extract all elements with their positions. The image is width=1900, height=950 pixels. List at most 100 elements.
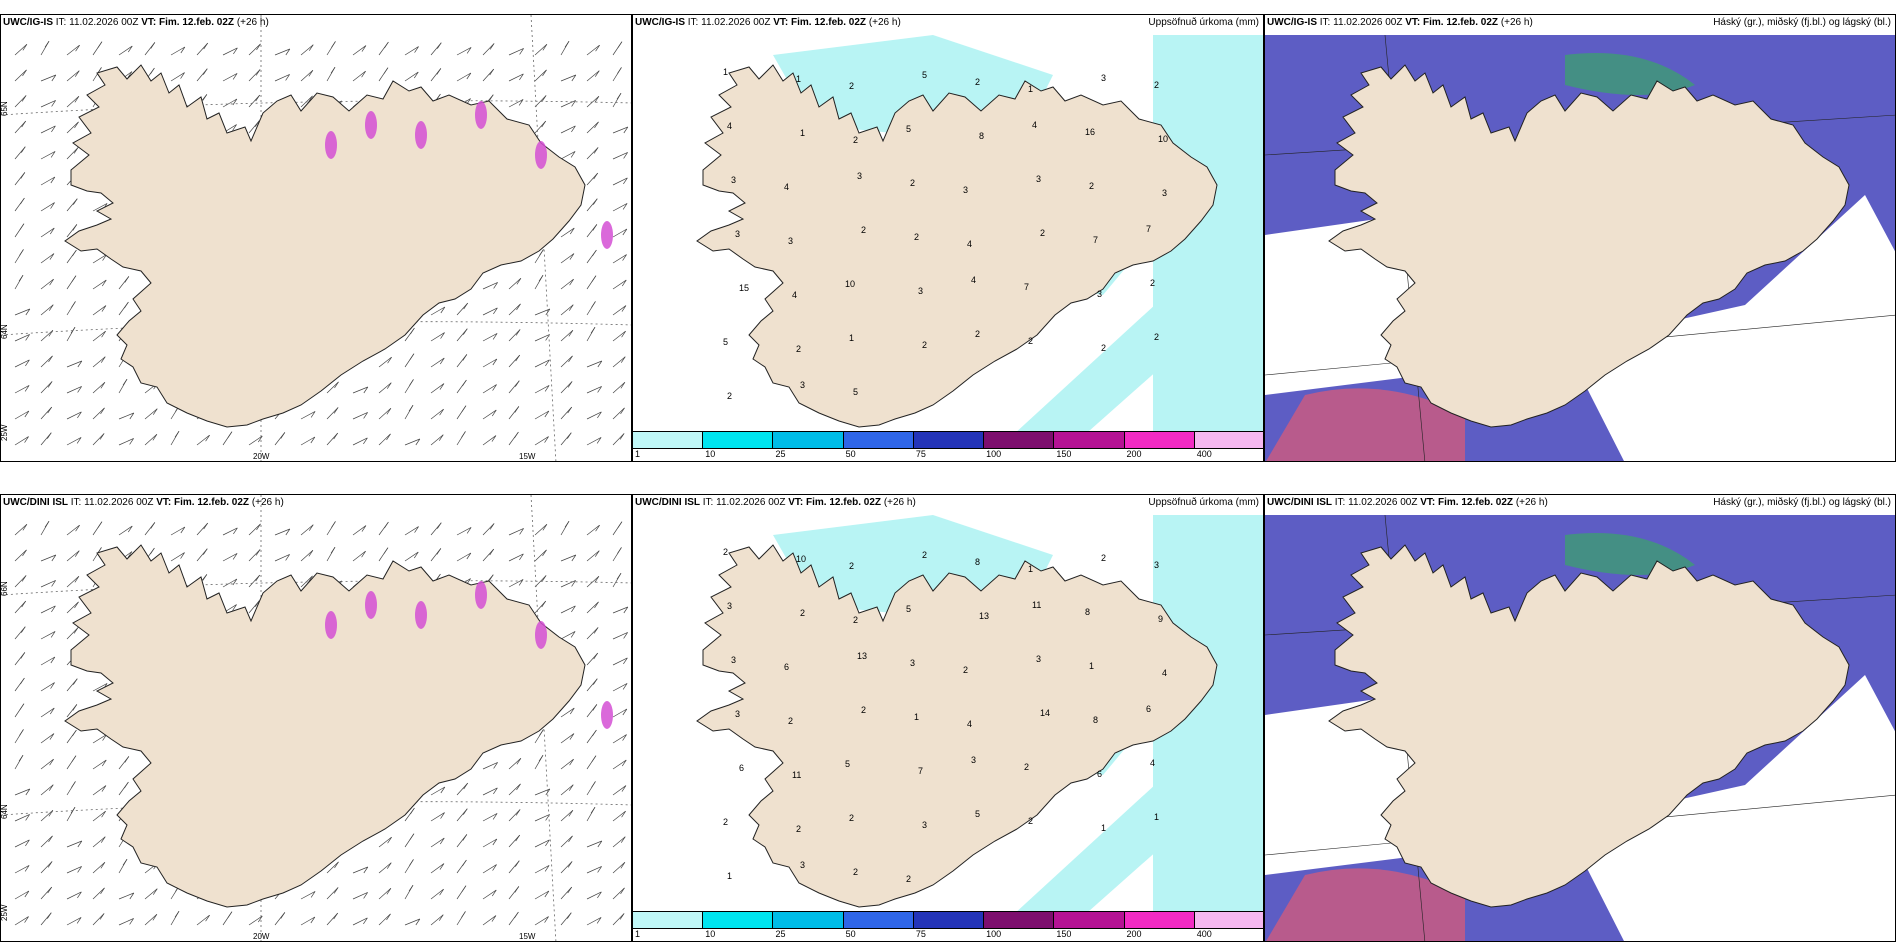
precip-value-label: 2 xyxy=(1101,343,1106,353)
colorbar-tick-label: 25 xyxy=(775,449,786,459)
precip-map-top: 1125213241258416103432332333224277154103… xyxy=(696,35,1263,461)
precip-value-label: 2 xyxy=(727,391,732,401)
iceland-land xyxy=(696,64,1218,428)
precip-value-label: 4 xyxy=(1162,668,1167,678)
precip-value-label: 1 xyxy=(1028,564,1033,574)
precip-value-label: 4 xyxy=(784,182,789,192)
precip-value-label: 2 xyxy=(1150,278,1155,288)
precip-value-label: 1 xyxy=(849,333,854,343)
iceland-land xyxy=(1328,544,1850,908)
lon-label-20w: 20W xyxy=(253,932,270,941)
iceland-land xyxy=(1328,64,1850,428)
lon-label-20w: 20W xyxy=(253,452,270,461)
precip-value-label: 2 xyxy=(1089,181,1094,191)
colorbar-swatch xyxy=(1124,431,1195,449)
precip-value-label: 3 xyxy=(1036,654,1041,664)
precip-intensity-mark xyxy=(475,581,487,609)
precip-value-label: 11 xyxy=(792,770,801,780)
precip-value-label: 15 xyxy=(739,283,749,293)
precip-value-label: 3 xyxy=(800,860,805,870)
precip-value-label: 13 xyxy=(857,651,867,661)
colorbar-tick-label: 100 xyxy=(986,449,1002,459)
precip-intensity-mark xyxy=(601,221,613,249)
colorbar-tick-label: 25 xyxy=(775,929,786,939)
lat-label-66n: 66N xyxy=(1,581,9,596)
precip-value-label: 3 xyxy=(1097,289,1102,299)
precip-value-label: 4 xyxy=(967,719,972,729)
precip-value-label: 2 xyxy=(906,874,911,884)
precip-value-label: 2 xyxy=(723,817,728,827)
precip-value-label: 6 xyxy=(1146,704,1151,714)
iceland-land xyxy=(696,544,1218,908)
precip-value-label: 2 xyxy=(853,867,858,877)
precip-value-label: 3 xyxy=(727,601,732,611)
precip-value-label: 3 xyxy=(1154,560,1159,570)
colorbar-swatch xyxy=(913,431,985,449)
colorbar-swatch xyxy=(773,911,844,929)
precip-value-label: 8 xyxy=(1085,607,1090,617)
wind-panel-header-bottom: UWC/DINI ISL IT: 11.02.2026 00Z VT: Fim.… xyxy=(3,497,284,508)
colorbar-swatch xyxy=(984,911,1055,929)
colorbar-swatch xyxy=(1054,911,1125,929)
cloud-panel-title-bottom: Háský (gr.), miðský (fj.bl.) og lágský (… xyxy=(1713,497,1891,508)
precip-value-label: 14 xyxy=(1040,708,1050,718)
colorbar-swatch xyxy=(703,911,774,929)
iceland-land xyxy=(64,544,586,908)
cloud-map-top xyxy=(1265,34,1895,461)
lat-label-25w: 25W xyxy=(1,424,9,441)
colorbar-swatch xyxy=(773,431,844,449)
colorbar-swatch xyxy=(913,911,985,929)
precip-value-label: 8 xyxy=(1093,715,1098,725)
precip-map-bottom: 2102281233225131189361332314322141486611… xyxy=(696,515,1263,941)
precip-value-label: 3 xyxy=(735,229,740,239)
precip-value-label: 9 xyxy=(1158,614,1163,624)
precip-value-label: 1 xyxy=(914,712,919,722)
colorbar-tick-label: 150 xyxy=(1056,449,1072,459)
precip-value-label: 1 xyxy=(800,128,805,138)
precip-value-label: 1 xyxy=(1028,84,1033,94)
precip-value-label: 3 xyxy=(922,820,927,830)
precip-value-label: 3 xyxy=(857,171,862,181)
precip-value-label: 6 xyxy=(739,763,744,773)
precip-map-panel-top: UWC/IG-IS IT: 11.02.2026 00Z VT: Fim. 12… xyxy=(632,14,1264,462)
precip-value-label: 2 xyxy=(922,340,927,350)
precip-intensity-mark xyxy=(365,111,377,139)
colorbar-tick-label: 10 xyxy=(705,929,716,939)
colorbar-swatch xyxy=(843,431,914,449)
precip-value-label: 3 xyxy=(910,658,915,668)
colorbar-tick-label: 10 xyxy=(705,449,716,459)
precip-intensity-mark xyxy=(415,601,427,629)
precip-value-label: 2 xyxy=(975,77,980,87)
precip-value-label: 3 xyxy=(971,755,976,765)
precip-value-label: 2 xyxy=(963,665,968,675)
cloud-panel-header-top: UWC/IG-IS IT: 11.02.2026 00Z VT: Fim. 12… xyxy=(1267,17,1533,28)
cloud-panel-header-bottom: UWC/DINI ISL IT: 11.02.2026 00Z VT: Fim.… xyxy=(1267,497,1548,508)
precip-value-label: 3 xyxy=(963,185,968,195)
precip-value-label: 10 xyxy=(845,279,855,289)
colorbar-swatch xyxy=(703,431,774,449)
precip-value-label: 5 xyxy=(845,759,850,769)
precip-value-label: 4 xyxy=(1032,120,1037,130)
precip-intensity-mark xyxy=(535,141,547,169)
cloud-map-panel-bottom: UWC/DINI ISL IT: 11.02.2026 00Z VT: Fim.… xyxy=(1264,494,1896,942)
cloud-panel-title-top: Háský (gr.), miðský (fj.bl.) og lágský (… xyxy=(1713,17,1891,28)
precip-value-label: 2 xyxy=(849,561,854,571)
precip-value-label: 7 xyxy=(1024,282,1029,292)
precip-value-label: 2 xyxy=(853,615,858,625)
precip-value-label: 8 xyxy=(975,557,980,567)
precip-value-label: 5 xyxy=(922,70,927,80)
colorbar-swatch xyxy=(1194,911,1263,929)
precip-value-label: 8 xyxy=(979,131,984,141)
precip-value-label: 3 xyxy=(918,286,923,296)
precip-value-label: 2 xyxy=(861,705,866,715)
lon-label-15w: 15W xyxy=(519,452,536,461)
precip-value-label: 2 xyxy=(1154,332,1159,342)
colorbar-swatch xyxy=(1194,431,1263,449)
lon-label-15w: 15W xyxy=(519,932,536,941)
colorbar-tick-label: 50 xyxy=(845,449,856,459)
precip-value-label: 2 xyxy=(723,547,728,557)
precip-value-label: 7 xyxy=(1093,235,1098,245)
colorbar-tick-label: 75 xyxy=(915,449,926,459)
wind-map-panel-top: UWC/IG-IS IT: 11.02.2026 00Z VT: Fim. 12… xyxy=(0,14,632,462)
precip-value-label: 1 xyxy=(796,74,801,84)
